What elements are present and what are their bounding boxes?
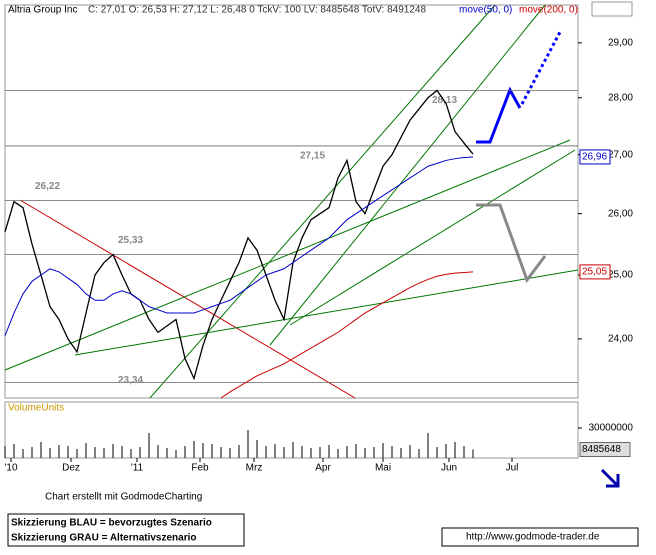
level-label: 26,22: [35, 181, 60, 192]
legend-entry: move(50, 0): [459, 5, 512, 16]
stats: C: 27,01 O: 26,53 H: 27,12 L: 26,48 0 Tc…: [88, 5, 426, 16]
series-line: [4, 156, 474, 336]
legend-entry: move(200, 0): [519, 5, 578, 16]
y-tick-label: 28,00: [608, 92, 633, 103]
title: Altria Group Inc: [8, 5, 77, 16]
y-tick-label: 26,00: [608, 208, 633, 219]
price-box-label: 26,96: [582, 152, 607, 163]
x-tick-label: '11: [131, 463, 144, 474]
footer-credit: Chart erstellt mit GodmodeCharting: [45, 492, 202, 503]
x-tick-label: Dez: [62, 463, 80, 474]
series-line: [220, 271, 474, 399]
footer-box: [7, 513, 245, 547]
price-box: [579, 264, 611, 280]
x-tick-label: Feb: [191, 463, 209, 474]
y-tick-label: 29,00: [608, 37, 633, 48]
x-tick-label: Jul: [506, 463, 519, 474]
price-box-label: 25,05: [582, 267, 607, 278]
footer-grey: Skizzierung GRAU = Alternativszenario: [11, 533, 197, 544]
price-panel: [4, 4, 579, 399]
level-label: 25,33: [118, 235, 143, 246]
y-tick-label: 25,00: [608, 270, 633, 281]
series-line: [4, 89, 474, 381]
footer-url: http://www.godmode-trader.de: [466, 532, 600, 543]
level-label: 23,34: [118, 375, 143, 386]
y-tick-label: 27,00: [608, 149, 633, 160]
volume-box: [579, 442, 631, 458]
y-tick-label: 24,00: [608, 334, 633, 345]
url-box: [441, 527, 639, 547]
volume-title: VolumeUnits: [8, 403, 64, 414]
footer-blue: Skizzierung BLAU = bevorzugtes Szenario: [11, 518, 212, 529]
level-label: 27,15: [300, 151, 325, 162]
x-tick-label: Mrz: [246, 463, 263, 474]
x-tick-label: '10: [4, 463, 17, 474]
x-tick-label: Apr: [315, 463, 331, 474]
brand-icon: [591, 1, 633, 488]
volume-box-label: 8485648: [582, 444, 621, 455]
x-tick-label: Jun: [441, 463, 457, 474]
volume-panel: [4, 401, 579, 459]
x-tick-label: Mai: [375, 463, 391, 474]
volume-tick-label: 30000000: [589, 423, 634, 434]
price-box: [579, 149, 611, 165]
scenario-sketch: [476, 31, 562, 284]
